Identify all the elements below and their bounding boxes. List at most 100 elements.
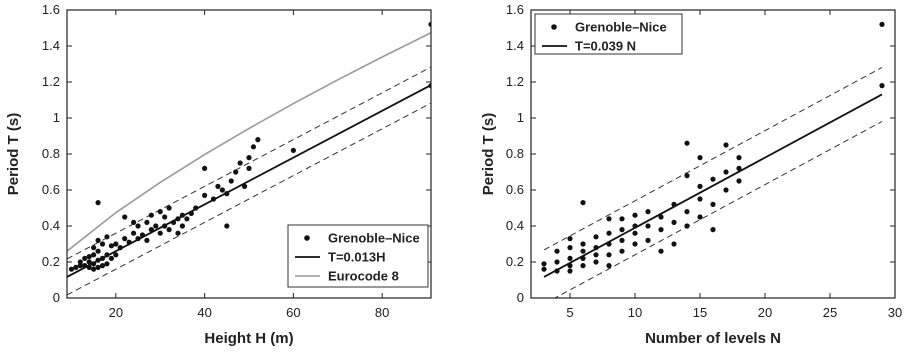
- data-point: [144, 237, 150, 243]
- plot-frame: [66, 9, 432, 299]
- data-point: [157, 230, 163, 236]
- y-tick-label: 0.8: [42, 146, 60, 161]
- data-point: [91, 266, 97, 272]
- data-point: [95, 257, 101, 263]
- data-point: [645, 223, 651, 229]
- data-point: [224, 223, 230, 229]
- data-point: [541, 261, 547, 267]
- data-point: [658, 214, 664, 220]
- data-point: [144, 219, 150, 225]
- data-point: [82, 255, 88, 261]
- data-point: [126, 239, 132, 245]
- data-point: [91, 245, 97, 251]
- y-tick-label: 0.4: [42, 218, 60, 233]
- data-point: [91, 261, 97, 267]
- data-point: [95, 248, 101, 254]
- data-point: [645, 209, 651, 215]
- x-tick-label: 80: [375, 305, 389, 320]
- x-tick-label: 25: [823, 305, 837, 320]
- x-tick-label: 40: [197, 305, 211, 320]
- y-tick-label: 1.6: [506, 2, 524, 17]
- data-point: [684, 140, 690, 146]
- legend-label: Grenoble–Nice: [328, 231, 420, 246]
- data-point: [567, 236, 573, 242]
- y-tick-label: 0.6: [42, 182, 60, 197]
- data-point: [567, 263, 573, 269]
- data-point: [554, 259, 560, 265]
- data-point: [153, 223, 159, 229]
- data-point: [179, 212, 186, 218]
- data-point: [567, 268, 573, 274]
- data-point: [580, 263, 586, 269]
- legend-label: T=0.013H: [328, 250, 385, 265]
- data-point: [671, 201, 677, 207]
- data-point: [86, 254, 92, 260]
- data-point: [632, 212, 638, 218]
- data-point: [86, 264, 92, 270]
- data-point: [684, 173, 690, 179]
- y-tick-label: 1.6: [42, 2, 60, 17]
- data-point: [606, 241, 612, 247]
- y-tick-label: 1.4: [506, 38, 524, 53]
- x-tick-label: 10: [628, 305, 642, 320]
- data-point: [580, 255, 586, 261]
- data-point: [113, 241, 119, 247]
- y-tick-label: 1: [53, 110, 60, 125]
- data-point: [148, 227, 154, 233]
- data-point: [122, 214, 128, 220]
- data-point: [710, 176, 716, 182]
- x-tick-label: 60: [286, 305, 300, 320]
- eurocode-line: [67, 31, 431, 252]
- y-tick-label: 0.2: [506, 254, 524, 269]
- chart-height-vs-period: 0 0.2 0.4 0.6 0.8 1 1.2 1.4 1.6 20 40 60 80 Height H …: [5, 2, 432, 347]
- x-tick-label: 30: [888, 305, 902, 320]
- data-point: [86, 259, 92, 265]
- y-tick-label: 1.2: [506, 74, 524, 89]
- y-axis-label: Period T (s): [5, 113, 22, 196]
- data-point: [246, 155, 252, 161]
- chart-levels-vs-period: 0 0.2 0.4 0.6 0.8 1 1.2 1.4 1.6 5 10 15 20 25 30 Number…: [480, 2, 902, 347]
- data-point: [108, 243, 114, 249]
- data-point: [202, 192, 208, 198]
- confidence-band-line: [67, 102, 431, 296]
- data-point: [130, 219, 137, 225]
- data-point: [658, 248, 664, 254]
- fit-line: [67, 84, 431, 278]
- data-point: [554, 248, 560, 254]
- data-point: [246, 165, 252, 171]
- data-point: [130, 230, 137, 236]
- data-point: [697, 196, 703, 202]
- data-point: [632, 230, 638, 236]
- y-tick-label: 1: [517, 110, 524, 125]
- data-point: [104, 252, 110, 258]
- data-point: [619, 248, 625, 254]
- data-point: [175, 216, 181, 222]
- data-point: [541, 266, 547, 272]
- data-point: [645, 237, 651, 243]
- legend-marker: [551, 24, 557, 30]
- legend-box: [534, 13, 683, 55]
- y-tick-label: 1.4: [42, 38, 60, 53]
- data-point: [188, 210, 194, 216]
- data-point: [148, 212, 154, 218]
- data-point: [184, 216, 190, 222]
- data-point: [255, 137, 261, 143]
- data-point: [671, 219, 677, 225]
- data-point: [162, 214, 168, 220]
- data-point: [224, 191, 230, 197]
- data-point: [684, 223, 690, 229]
- data-point: [68, 266, 75, 272]
- legend-label: Eurocode 8: [328, 269, 399, 284]
- legend-marker: [304, 235, 310, 241]
- data-point: [250, 144, 257, 150]
- fit-line: [543, 93, 883, 278]
- x-tick-label: 5: [566, 305, 573, 320]
- confidence-band-line: [543, 66, 883, 251]
- y-tick-label: 0: [53, 290, 60, 305]
- data-point: [606, 216, 612, 222]
- data-point: [606, 230, 612, 236]
- x-tick-label: 20: [109, 305, 123, 320]
- y-tick-label: 0.4: [506, 218, 524, 233]
- data-point: [697, 183, 703, 189]
- data-point: [632, 223, 638, 229]
